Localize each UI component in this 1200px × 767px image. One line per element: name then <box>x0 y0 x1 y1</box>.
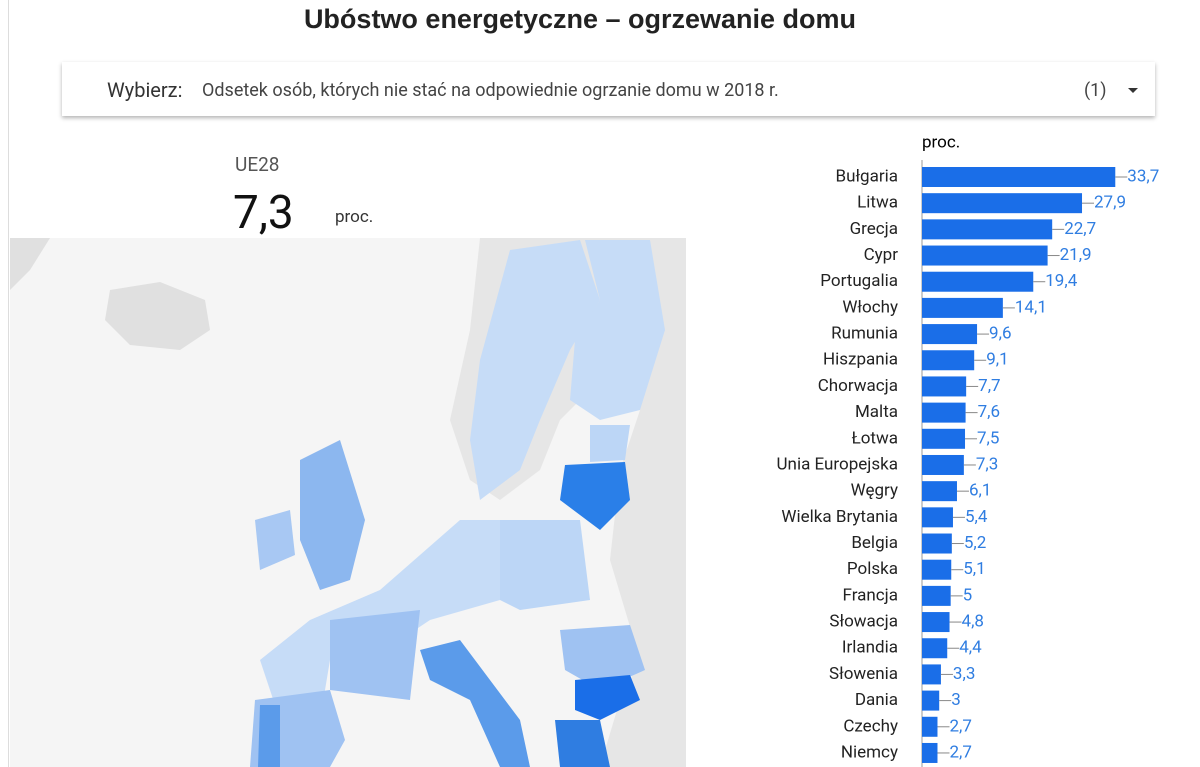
bar <box>922 507 953 528</box>
value-label: 2,7 <box>949 716 971 736</box>
value-label: 9,1 <box>986 350 1008 370</box>
category-label: Grecja <box>850 219 898 239</box>
value-label: 3 <box>951 690 961 710</box>
category-label: Irlandia <box>842 638 898 658</box>
category-label: Czechy <box>843 716 898 736</box>
country <box>590 425 630 462</box>
value-label: 19,4 <box>1045 271 1077 291</box>
value-label: 21,9 <box>1060 245 1092 265</box>
bar <box>922 454 964 475</box>
value-label: 7,6 <box>978 402 1000 422</box>
category-label: Słowenia <box>829 664 898 684</box>
value-label: 4,4 <box>959 638 982 658</box>
bar <box>922 219 1053 240</box>
bar <box>922 638 948 659</box>
category-label: Włochy <box>842 297 898 317</box>
value-label: 2,7 <box>949 742 971 762</box>
category-label: Łotwa <box>852 428 898 448</box>
value-label: 14,1 <box>1015 297 1047 317</box>
country <box>555 720 610 767</box>
category-label: Dania <box>855 690 898 710</box>
bar <box>922 742 938 763</box>
category-label: Belgia <box>851 533 898 553</box>
category-label: Rumunia <box>831 324 898 344</box>
value-axis-label: proc. <box>922 132 960 152</box>
country <box>560 462 630 530</box>
value-label: 5,2 <box>964 533 986 553</box>
category-label: Unia Europejska <box>777 454 898 474</box>
category-label: Malta <box>855 402 898 422</box>
country <box>500 520 590 610</box>
value-label: 27,9 <box>1094 193 1126 213</box>
bar <box>922 193 1083 214</box>
dropdown[interactable]: Wybierz: Odsetek osób, których nie stać … <box>62 62 1155 116</box>
country <box>575 675 640 720</box>
value-label: 3,3 <box>953 664 975 684</box>
bar <box>922 324 978 345</box>
bar <box>922 585 951 606</box>
bar <box>922 350 975 371</box>
value-label: 7,3 <box>976 454 998 474</box>
category-label: Litwa <box>857 193 898 213</box>
bar <box>922 481 957 502</box>
value-label: 7,5 <box>977 428 999 448</box>
dropdown-arrow[interactable] <box>1128 88 1138 93</box>
category-label: Francja <box>843 585 898 605</box>
category-label: Niemcy <box>841 742 898 762</box>
country <box>255 510 295 570</box>
country <box>560 625 645 690</box>
bar-chart: proc. Bułgaria 33,7 Litwa 27,9 Grecja 22,7 Cyp… <box>777 132 1159 767</box>
bar <box>922 167 1116 187</box>
category-label: Hiszpania <box>823 350 898 370</box>
bar <box>922 690 940 711</box>
country <box>300 440 365 590</box>
bar <box>922 297 1003 318</box>
bar <box>922 402 966 423</box>
category-label: Portugalia <box>820 271 898 291</box>
category-label: Słowacja <box>829 612 898 632</box>
bar <box>922 716 938 737</box>
category-label: Cypr <box>864 245 899 265</box>
country <box>258 705 280 767</box>
kpi-value: 7,3 <box>233 186 294 240</box>
dropdown-count: (1) <box>1084 80 1107 101</box>
dropdown-selection: Odsetek osób, których nie stać na odpowi… <box>202 80 779 101</box>
title: Ubóstwo energetyczne – ogrzewanie domu <box>303 4 857 34</box>
value-label: 5,4 <box>965 507 988 527</box>
category-label: Polska <box>847 559 898 579</box>
value-label: 9,6 <box>989 324 1011 344</box>
land <box>105 282 210 350</box>
country <box>420 640 530 767</box>
bar <box>922 245 1048 266</box>
value-label: 5,1 <box>963 559 985 579</box>
value-label: 6,1 <box>969 481 991 501</box>
country <box>570 240 665 420</box>
category-label: Węgry <box>851 481 898 501</box>
country <box>470 240 600 500</box>
dropdown-label: Wybierz: <box>107 78 183 102</box>
map <box>10 238 686 767</box>
kpi-unit: proc. <box>335 207 374 227</box>
category-label: Bułgaria <box>836 166 899 186</box>
category-label: Wielka Brytania <box>781 507 898 527</box>
value-label: 33,7 <box>1127 166 1159 186</box>
land <box>10 238 50 290</box>
bar <box>922 664 941 685</box>
value-label: 22,7 <box>1064 219 1096 239</box>
frame-edge <box>8 0 9 767</box>
bar <box>922 612 950 633</box>
kpi-label: UE28 <box>235 153 280 176</box>
country <box>330 610 420 700</box>
bar <box>922 533 952 554</box>
category-label: Chorwacja <box>818 376 898 396</box>
bar <box>922 428 966 449</box>
bar <box>922 271 1034 292</box>
bar <box>922 559 952 580</box>
bar <box>922 376 967 397</box>
value-label: 4,8 <box>962 612 984 632</box>
value-label: 5 <box>963 585 973 605</box>
value-label: 7,7 <box>978 376 1000 396</box>
